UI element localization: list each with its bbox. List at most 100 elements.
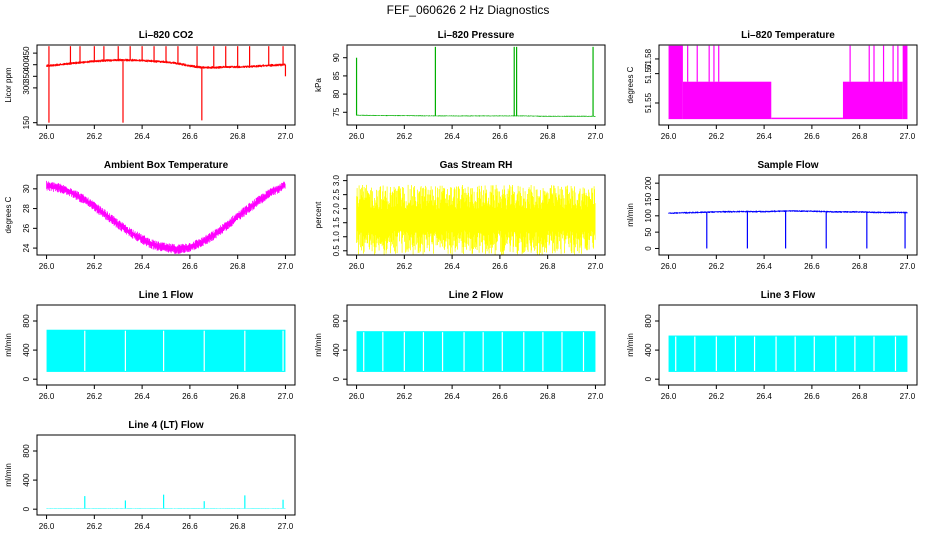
panel-title: Li–820 Pressure	[438, 30, 515, 41]
plot-area-temperature	[668, 45, 908, 120]
x-tick-label: 26.4	[756, 392, 772, 401]
x-tick-label: 26.2	[87, 392, 103, 401]
y-tick-label: 400	[332, 343, 341, 357]
series-band-3	[842, 81, 903, 120]
x-tick-label: 26.2	[709, 392, 725, 401]
y-tick-label: 50	[644, 227, 653, 236]
plot-area-rh	[356, 184, 596, 255]
plot-area-line2	[356, 331, 596, 372]
y-tick-label: 2.0	[332, 203, 341, 215]
panel-title: Line 1 Flow	[139, 290, 194, 301]
x-tick-label: 26.6	[182, 522, 198, 531]
x-tick-label: 27.0	[588, 392, 604, 401]
series-sampleflow	[668, 210, 908, 214]
x-tick-label: 26.0	[349, 392, 365, 401]
y-tick-label: 150	[644, 192, 653, 206]
x-tick-label: 26.0	[39, 522, 55, 531]
y-tick-label: 1.0	[332, 231, 341, 243]
x-tick-label: 26.8	[852, 262, 868, 271]
x-tick-label: 26.4	[756, 262, 772, 271]
panel-line1: Line 1 Flow 26.0 26.2 26.4 26.6 26.8 27.0 0 400 8…	[4, 290, 296, 401]
y-axis-label: kPa	[314, 78, 323, 92]
x-tick-label: 26.0	[349, 132, 365, 141]
x-tick-label: 26.0	[349, 262, 365, 271]
x-tick-label: 26.6	[492, 262, 508, 271]
x-tick-label: 26.6	[182, 392, 198, 401]
y-tick-label: 400	[644, 343, 653, 357]
x-tick-label: 27.0	[900, 392, 916, 401]
x-tick-label: 26.2	[397, 392, 413, 401]
x-tick-label: 26.6	[492, 132, 508, 141]
series-band-0	[668, 45, 683, 120]
plot-area-line4	[46, 494, 286, 509]
x-tick-label: 27.0	[900, 262, 916, 271]
x-tick-label: 26.8	[540, 132, 556, 141]
x-tick-label: 26.8	[852, 132, 868, 141]
y-tick-label: 3.0	[332, 175, 341, 187]
y-tick-label: 0	[22, 506, 31, 511]
series-line2	[356, 331, 596, 372]
plot-frame-line1	[36, 304, 296, 386]
y-tick-label: 75	[332, 107, 341, 116]
y-tick-label: 200	[644, 176, 653, 190]
y-axis-label: ml/min	[4, 333, 13, 357]
y-tick-label: 80	[332, 89, 341, 98]
panel-line3: Line 3 Flow 26.0 26.2 26.4 26.6 26.8 27.0 0 400 8…	[626, 290, 918, 401]
x-tick-label: 26.2	[87, 522, 103, 531]
y-tick-label: 90	[332, 53, 341, 62]
y-tick-label: 28	[22, 204, 31, 213]
x-tick-label: 26.8	[852, 392, 868, 401]
plot-area-line3	[668, 335, 908, 372]
x-tick-label: 26.4	[444, 262, 460, 271]
figure-title: FEF_060626 2 Hz Diagnostics	[387, 3, 550, 17]
y-tick-label: 800	[22, 444, 31, 458]
plot-frame-line4	[36, 434, 296, 516]
x-tick-label: 26.2	[87, 132, 103, 141]
panel-sampleflow: Sample Flow 26.0 26.2 26.4 26.6 26.8 27.0 0 50 10…	[626, 160, 918, 271]
y-tick-label: 24	[22, 243, 31, 252]
y-tick-label: 800	[22, 314, 31, 328]
y-tick-label: 450	[22, 46, 31, 60]
plot-frame-line3	[658, 304, 918, 386]
y-tick-label: 800	[644, 314, 653, 328]
series-band-1	[682, 81, 772, 120]
panel-title: Line 4 (LT) Flow	[128, 420, 204, 431]
panel-title: Line 2 Flow	[449, 290, 504, 301]
y-tick-label: 0	[644, 246, 653, 251]
panel-ambient: Ambient Box Temperature 26.0 26.2 26.4 26.6 2…	[4, 160, 296, 271]
x-tick-label: 26.8	[230, 262, 246, 271]
x-tick-label: 26.8	[540, 392, 556, 401]
x-tick-label: 26.8	[230, 392, 246, 401]
x-tick-label: 26.6	[804, 262, 820, 271]
x-tick-label: 26.2	[709, 132, 725, 141]
panel-pressure: Li–820 Pressure 26.0 26.2 26.4 26.6 26.8 27.0 7…	[314, 30, 606, 141]
panel-title: Line 3 Flow	[761, 290, 816, 301]
x-tick-label: 26.2	[397, 132, 413, 141]
series-ambient	[46, 180, 286, 254]
y-tick-label: 400	[22, 343, 31, 357]
plot-frame-ambient	[36, 174, 296, 256]
x-tick-label: 26.0	[661, 132, 677, 141]
x-tick-label: 26.0	[39, 132, 55, 141]
x-tick-label: 26.4	[134, 392, 150, 401]
y-axis-label: degrees C	[626, 66, 635, 103]
x-tick-label: 26.6	[804, 132, 820, 141]
plot-area-co2	[46, 46, 287, 123]
plot-area-pressure	[355, 46, 596, 117]
y-tick-label: 0	[644, 376, 653, 381]
x-tick-label: 27.0	[588, 132, 604, 141]
y-tick-label: 0	[22, 376, 31, 381]
panel-co2: Li–820 CO2 26.0 26.2 26.4 26.6 26.8 27.0 150 300…	[4, 30, 296, 141]
y-tick-label: 30	[22, 184, 31, 193]
y-tick-label: 400	[22, 473, 31, 487]
x-tick-label: 27.0	[900, 132, 916, 141]
y-axis-label: ml/min	[4, 463, 13, 487]
panel-title: Li–820 Temperature	[741, 30, 835, 41]
x-tick-label: 27.0	[278, 522, 294, 531]
y-tick-label: 51.55	[644, 92, 653, 113]
x-tick-label: 26.2	[397, 262, 413, 271]
series-line4	[46, 508, 286, 509]
y-tick-label: 350	[22, 69, 31, 83]
y-axis-label: ml/min	[314, 333, 323, 357]
